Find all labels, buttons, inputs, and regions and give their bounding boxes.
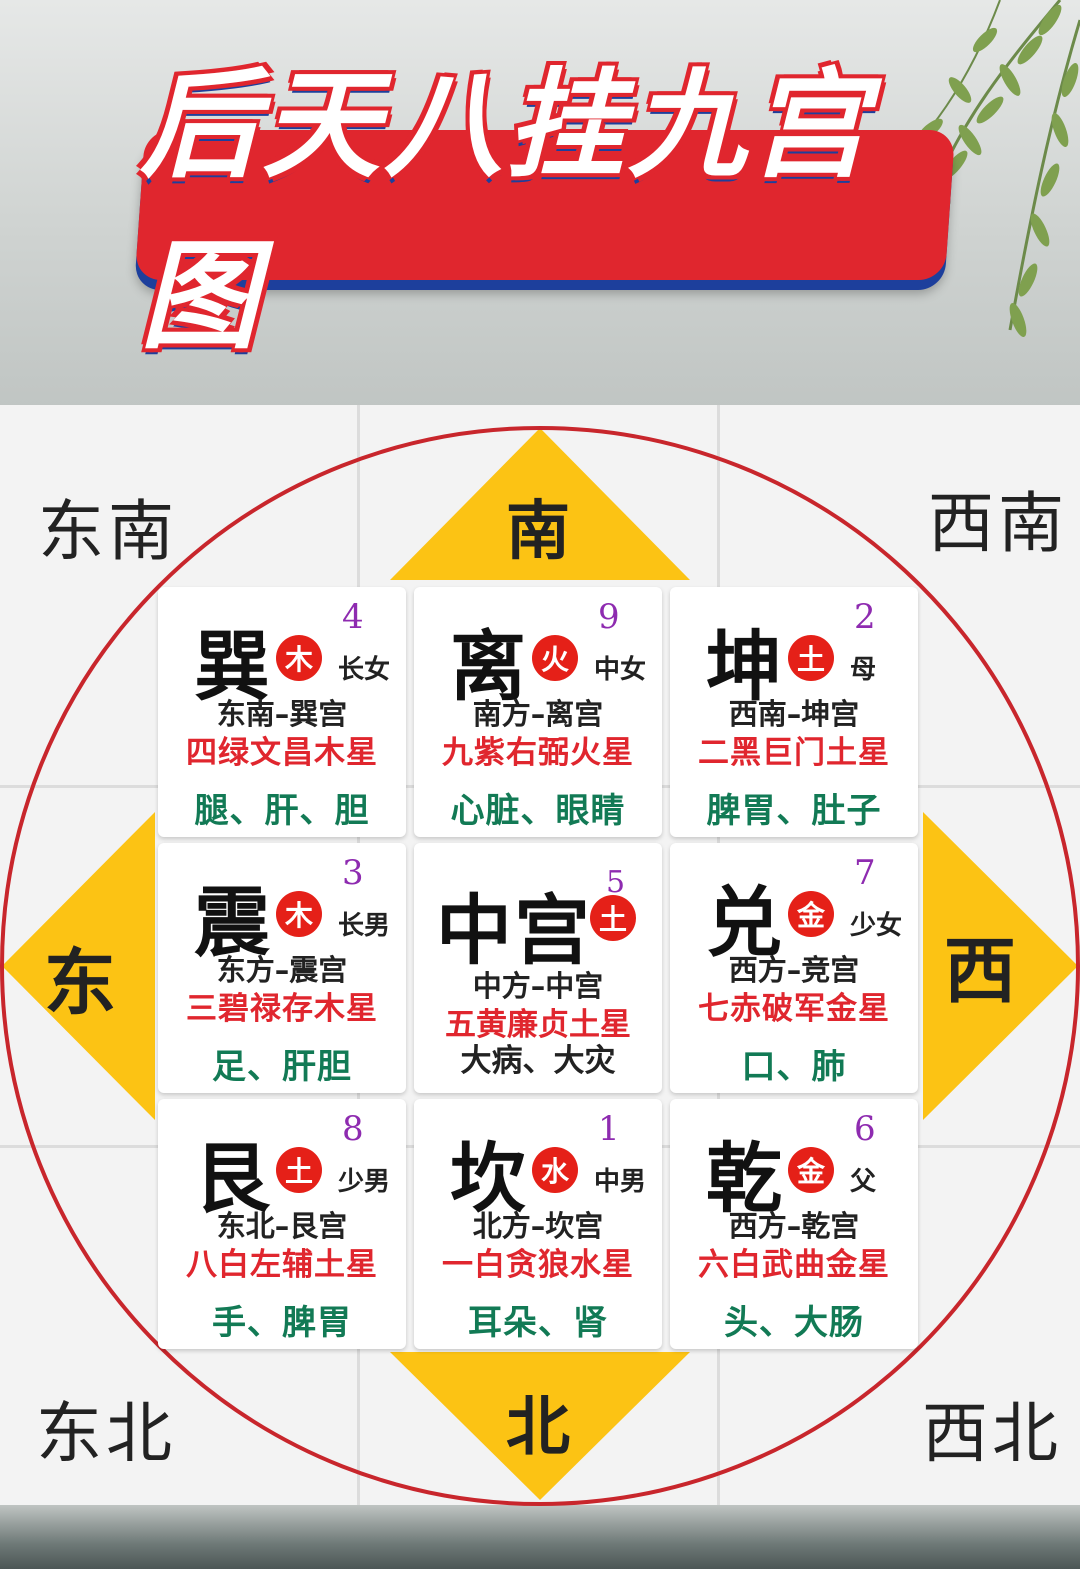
west-diamond <box>923 812 1078 1120</box>
east-diamond <box>2 812 155 1120</box>
direction-southwest: 西南 <box>928 485 1068 562</box>
palace-number: 1 <box>598 1109 620 1149</box>
palace-cell-center: 中宫 土 5 中方–中宫 五黄廉贞土星 大病、大灾 <box>414 843 662 1093</box>
palace-cell-kun: 坤 土 2 母 西南–坤宫 二黑巨门土星 脾胃、肚子 <box>670 587 918 837</box>
star-name: 一白贪狼水星 <box>442 1247 634 1283</box>
family-member: 长男 <box>338 911 391 941</box>
body-parts: 腿、肝、胆 <box>194 791 370 831</box>
element-badge: 水 <box>532 1147 578 1193</box>
star-name: 三碧禄存木星 <box>186 991 378 1027</box>
star-name: 七赤破军金星 <box>698 991 890 1027</box>
palace-number: 9 <box>598 597 620 637</box>
palace-name: 东方–震宫 <box>216 953 348 987</box>
palace-cell-zhen: 震 木 3 长男 东方–震宫 三碧禄存木星 足、肝胆 <box>158 843 406 1093</box>
element-badge: 金 <box>788 1147 834 1193</box>
palace-number: 5 <box>606 865 626 900</box>
trigram-name: 乾 <box>706 1134 782 1223</box>
trigram-name: 坤 <box>706 622 782 711</box>
trigram-name: 离 <box>450 622 526 711</box>
family-member: 少女 <box>850 911 903 941</box>
palace-name: 南方–离宫 <box>472 697 604 731</box>
north-diamond <box>390 1352 690 1500</box>
trigram-name: 坎 <box>450 1134 526 1223</box>
direction-northeast: 东北 <box>36 1395 176 1472</box>
palace-number: 8 <box>342 1109 364 1149</box>
palace-number: 2 <box>854 597 876 637</box>
palace-name: 西南–坤宫 <box>728 697 860 731</box>
element-badge: 火 <box>532 635 578 681</box>
direction-south: 南 <box>506 495 570 569</box>
body-parts: 足、肝胆 <box>212 1047 352 1087</box>
background-water <box>0 1505 1080 1569</box>
element-badge: 土 <box>788 635 834 681</box>
palace-name: 西方–竞宫 <box>728 953 860 987</box>
direction-northwest: 西北 <box>922 1395 1062 1472</box>
disaster-text: 大病、大灾 <box>460 1043 616 1079</box>
element-badge: 金 <box>788 891 834 937</box>
trigram-name: 兑 <box>706 878 782 967</box>
trigram-name: 震 <box>194 878 270 967</box>
trigram-name: 巽 <box>194 622 270 711</box>
family-member: 中女 <box>594 655 647 685</box>
palace-name: 东南–巽宫 <box>216 697 348 731</box>
trigram-name: 艮 <box>194 1134 270 1223</box>
body-parts: 脾胃、肚子 <box>706 791 882 831</box>
bagua-circle <box>0 426 1080 1506</box>
star-name: 二黑巨门土星 <box>698 735 890 771</box>
star-name: 六白武曲金星 <box>698 1247 890 1283</box>
element-badge: 木 <box>276 891 322 937</box>
family-member: 中男 <box>594 1167 647 1197</box>
palace-name: 西方–乾宫 <box>728 1209 860 1243</box>
palace-number: 4 <box>342 597 364 637</box>
direction-east: 东 <box>44 941 117 1025</box>
palace-cell-qian: 乾 金 6 父 西方–乾宫 六白武曲金星 头、大肠 <box>670 1099 918 1349</box>
palace-cell-li: 离 火 9 中女 南方–离宫 九紫右弼火星 心脏、眼睛 <box>414 587 662 837</box>
direction-west: 西 <box>944 929 1017 1013</box>
star-name: 五黄廉贞土星 <box>445 1007 631 1043</box>
palace-cell-gen: 艮 土 8 少男 东北–艮宫 八白左辅土星 手、脾胃 <box>158 1099 406 1349</box>
title-banner: 后天八挂九宫图 <box>134 56 956 365</box>
palace-name: 中方–中宫 <box>472 969 604 1003</box>
body-parts: 头、大肠 <box>724 1303 864 1343</box>
star-name: 九紫右弼火星 <box>442 735 634 771</box>
body-parts: 口、肺 <box>741 1047 847 1087</box>
family-member: 父 <box>850 1167 877 1197</box>
palace-cell-xun: 巽 木 4 长女 东南–巽宫 四绿文昌木星 腿、肝、胆 <box>158 587 406 837</box>
palace-cell-dui: 兑 金 7 少女 西方–竞宫 七赤破军金星 口、肺 <box>670 843 918 1093</box>
family-member: 长女 <box>338 655 391 685</box>
family-member: 母 <box>850 655 877 685</box>
palace-name: 北方–坎宫 <box>472 1209 604 1243</box>
star-name: 四绿文昌木星 <box>186 735 378 771</box>
palace-number: 3 <box>342 853 364 893</box>
direction-north: 北 <box>506 1391 570 1465</box>
element-badge: 土 <box>590 895 636 941</box>
palace-number: 7 <box>854 853 876 893</box>
palace-cell-kan: 坎 水 1 中男 北方–坎宫 一白贪狼水星 耳朵、肾 <box>414 1099 662 1349</box>
palace-name: 东北–艮宫 <box>216 1209 348 1243</box>
south-diamond <box>390 428 690 580</box>
element-badge: 木 <box>276 635 322 681</box>
direction-southeast: 东南 <box>38 493 178 570</box>
page-title: 后天八挂九宫图 <box>140 56 873 365</box>
body-parts: 手、脾胃 <box>212 1303 352 1343</box>
body-parts: 耳朵、肾 <box>468 1303 608 1343</box>
family-member: 少男 <box>338 1167 391 1197</box>
element-badge: 土 <box>276 1147 322 1193</box>
palace-number: 6 <box>854 1109 876 1149</box>
center-trigram-name: 中宫 <box>436 886 592 975</box>
body-parts: 心脏、眼睛 <box>450 791 626 831</box>
star-name: 八白左辅土星 <box>186 1247 378 1283</box>
